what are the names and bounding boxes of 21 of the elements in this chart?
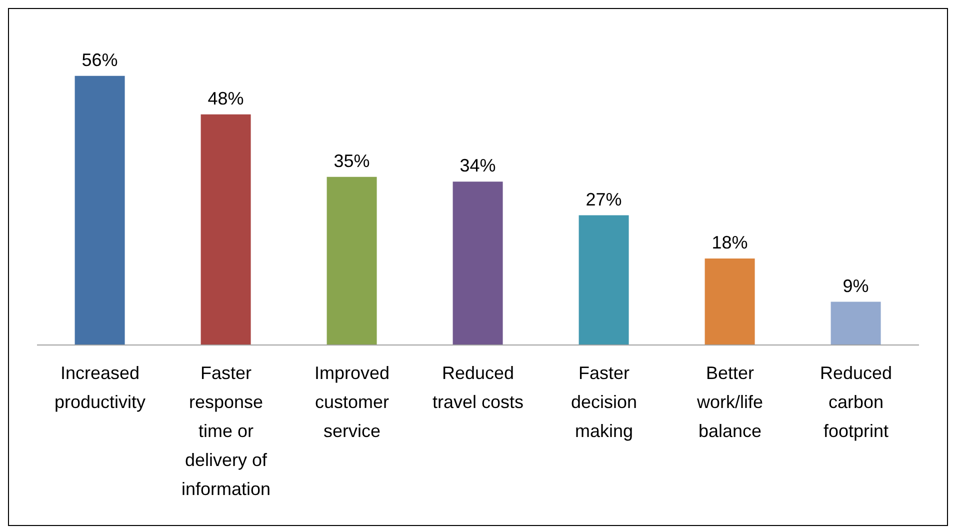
bar xyxy=(578,215,629,345)
bar xyxy=(74,76,125,345)
x-tick-label: Increased productivity xyxy=(54,363,146,412)
x-tick-label: Faster decision making xyxy=(570,363,638,441)
x-tick-label: Reduced travel costs xyxy=(432,363,524,412)
x-tick-label: Improved customer service xyxy=(314,363,390,441)
data-label: 27% xyxy=(586,189,622,210)
x-tick-label: Better work/life balance xyxy=(696,363,764,441)
data-label: 56% xyxy=(82,50,118,70)
bar xyxy=(704,258,755,345)
data-label: 9% xyxy=(842,276,869,296)
x-tick-label: Reduced carbon footprint xyxy=(820,363,892,441)
data-label: 35% xyxy=(334,150,370,171)
bar xyxy=(326,176,377,345)
x-tick-label: Faster response time or delivery of information xyxy=(181,363,271,499)
data-label: 18% xyxy=(712,232,748,253)
data-label: 34% xyxy=(460,156,496,176)
bar xyxy=(830,302,881,345)
bar xyxy=(452,182,503,345)
data-label: 48% xyxy=(208,88,244,108)
bar xyxy=(200,114,251,345)
